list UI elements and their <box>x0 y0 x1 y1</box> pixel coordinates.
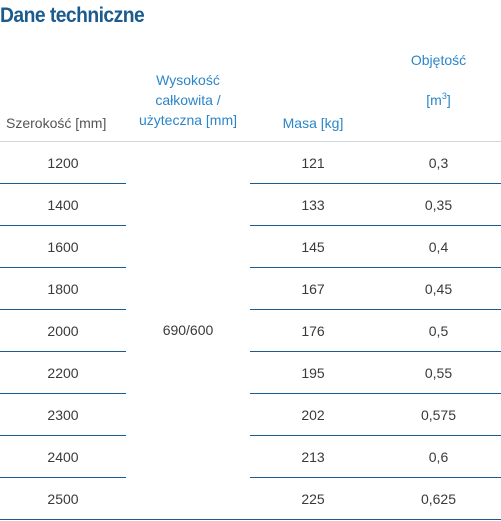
cell-mass: 133 <box>301 197 325 213</box>
row-divider <box>250 183 501 184</box>
row-divider <box>250 393 501 394</box>
row-divider <box>0 477 126 478</box>
row-divider <box>250 225 501 226</box>
unit-exponent: 3 <box>441 91 447 101</box>
cell-volume: 0,35 <box>424 197 453 213</box>
row-divider <box>0 351 126 352</box>
header-height-line1: Wysokość <box>156 72 220 88</box>
cell-volume: 0,575 <box>420 407 457 423</box>
row-divider <box>0 309 126 310</box>
cell-width: 2300 <box>47 407 79 423</box>
table-row: 1400 133 0,35 <box>0 184 501 226</box>
row-divider <box>0 183 126 184</box>
cell-mass: 202 <box>301 407 325 423</box>
header-volume: Objętość [m3] <box>376 50 501 110</box>
cell-mass: 213 <box>301 449 325 465</box>
table-row: 1600 145 0,4 <box>0 226 501 268</box>
table-row: 2200 195 0,55 <box>0 352 501 394</box>
cell-width: 2200 <box>47 365 79 381</box>
cell-mass: 145 <box>301 239 325 255</box>
cell-width: 2400 <box>47 449 79 465</box>
cell-volume: 0,5 <box>428 323 449 339</box>
cell-volume: 0,4 <box>428 239 449 255</box>
cell-width: 2000 <box>47 323 79 339</box>
header-height-line2: całkowita / <box>155 92 221 108</box>
cell-mass: 121 <box>301 155 325 171</box>
cell-mass: 195 <box>301 365 325 381</box>
row-divider <box>0 267 126 268</box>
row-divider <box>250 267 501 268</box>
cell-mass: 167 <box>301 281 325 297</box>
header-width: Szerokość [mm] <box>6 115 107 131</box>
cell-mass: 176 <box>301 323 325 339</box>
row-divider <box>250 435 501 436</box>
table-row: 2000 176 0,5 <box>0 310 501 352</box>
height-value-merged: 690/600 <box>162 322 214 338</box>
cell-width: 1800 <box>47 281 79 297</box>
row-divider <box>250 477 501 478</box>
cell-width: 1400 <box>47 197 79 213</box>
header-height-line3: użyteczna [mm] <box>138 112 238 128</box>
row-divider <box>250 309 501 310</box>
cell-width: 2500 <box>47 491 79 507</box>
cell-volume: 0,6 <box>428 449 449 465</box>
row-divider <box>250 351 501 352</box>
row-divider <box>0 519 501 520</box>
cell-volume: 0,55 <box>424 365 453 381</box>
row-divider <box>0 435 126 436</box>
header-volume-unit: [m3] <box>376 90 501 110</box>
unit-suffix: ] <box>446 92 451 108</box>
row-divider <box>0 393 126 394</box>
cell-width: 1600 <box>47 239 79 255</box>
table-row: 2300 202 0,575 <box>0 394 501 436</box>
table-row: 2500 225 0,625 <box>0 478 501 520</box>
page-title: Dane techniczne <box>0 4 145 27</box>
cell-width: 1200 <box>47 155 79 171</box>
table-top-divider <box>0 141 501 142</box>
cell-volume: 0,625 <box>420 491 457 507</box>
row-divider <box>0 225 126 226</box>
header-volume-label: Objętość <box>410 52 467 68</box>
unit-prefix: [m <box>426 92 442 108</box>
table-row: 2400 213 0,6 <box>0 436 501 478</box>
cell-volume: 0,3 <box>428 155 449 171</box>
header-mass: Masa [kg] <box>282 115 344 131</box>
cell-mass: 225 <box>301 491 325 507</box>
cell-volume: 0,45 <box>424 281 453 297</box>
table-row: 1200 121 0,3 <box>0 142 501 184</box>
table-row: 1800 167 0,45 <box>0 268 501 310</box>
header-height: Wysokość całkowita / użyteczna [mm] <box>126 70 250 130</box>
